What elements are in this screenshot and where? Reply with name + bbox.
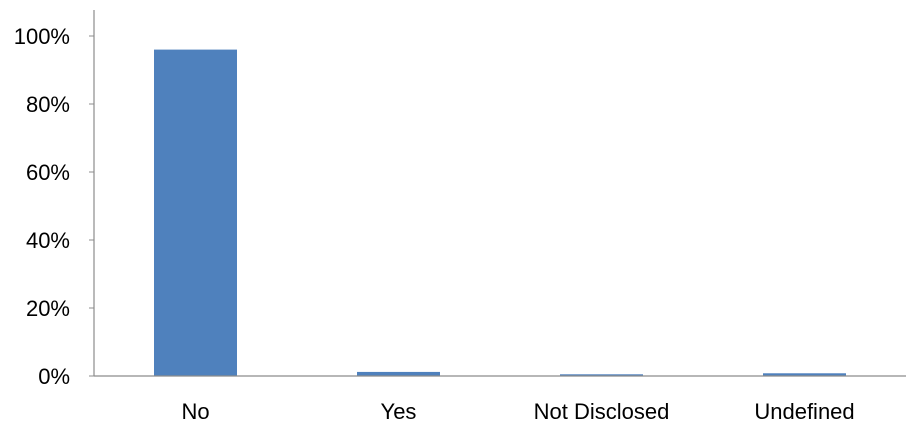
y-tick-label: 80% xyxy=(26,92,70,117)
y-tick-label: 40% xyxy=(26,228,70,253)
x-tick-label: Yes xyxy=(381,399,417,423)
bar-undefined xyxy=(763,373,846,376)
x-axis-labels: No Yes Not Disclosed Undefined xyxy=(181,399,854,424)
axes xyxy=(93,10,906,377)
y-tick-label: 60% xyxy=(26,160,70,185)
y-tick-label: 20% xyxy=(26,296,70,321)
x-tick-label: Undefined xyxy=(754,399,854,423)
x-tick-label: Not Disclosed xyxy=(534,399,670,423)
y-tick-label: 0% xyxy=(38,364,70,389)
bars xyxy=(154,49,846,376)
x-tick-label: No xyxy=(181,399,209,423)
y-axis-ticks: 0% 20% 40% 60% 80% 100% xyxy=(14,24,94,389)
y-tick-label: 100% xyxy=(14,24,70,49)
bar-not-disclosed xyxy=(560,374,643,376)
bar-yes xyxy=(357,371,440,376)
bar-no xyxy=(154,49,237,376)
